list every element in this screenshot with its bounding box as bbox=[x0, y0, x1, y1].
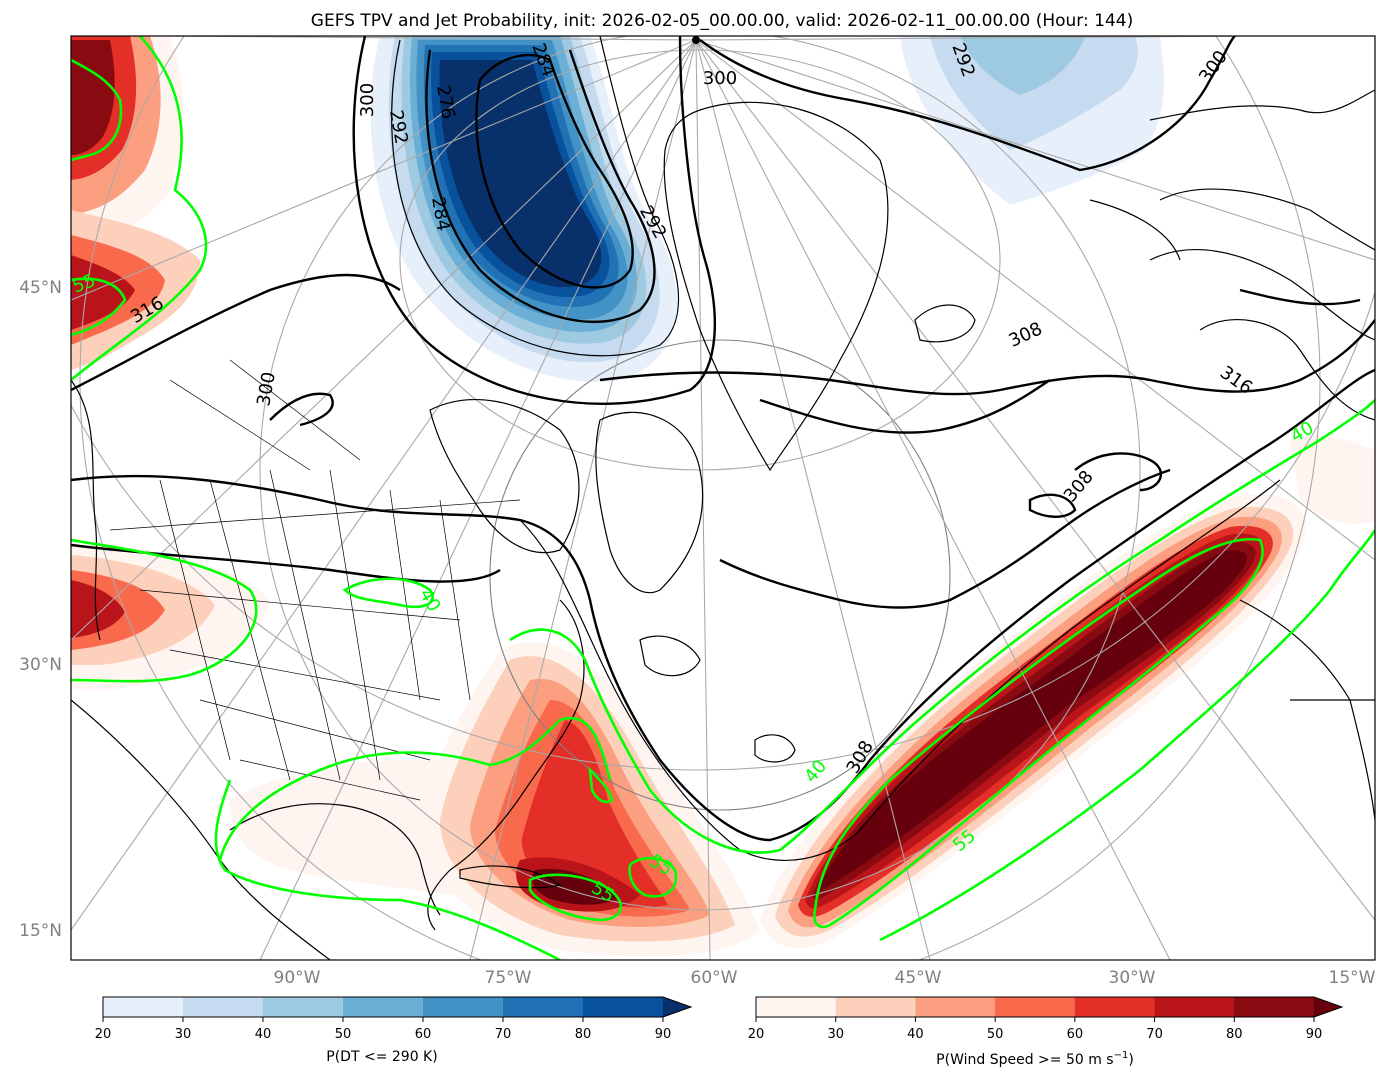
latitude-labels: 45°N 30°N 15°N bbox=[19, 278, 62, 941]
colorbar-jet-label-sup: −1 bbox=[1114, 1050, 1129, 1061]
colorbar-jet-tick-label: 60 bbox=[1067, 1027, 1084, 1042]
colorbar-tpv-swatch bbox=[263, 997, 344, 1017]
map-frame bbox=[70, 35, 1376, 961]
colorbar-jet-tick-label: 50 bbox=[987, 1027, 1004, 1042]
colorbar-jet-label-main: P(Wind Speed >= 50 m s bbox=[936, 1052, 1113, 1068]
lon-label-75w: 75°W bbox=[485, 968, 532, 988]
colorbar-jet-swatch bbox=[915, 997, 996, 1017]
colorbar-jet-label-end: ) bbox=[1128, 1052, 1133, 1068]
colorbar-jet-swatch bbox=[1234, 997, 1315, 1017]
colorbar-jet-frame bbox=[755, 996, 1344, 1018]
colorbar-tpv-tick-label: 80 bbox=[575, 1027, 592, 1042]
colorbar-jet: 20 30 40 50 60 70 80 90 P(Wind Speed >= 50 m s−… bbox=[748, 996, 1344, 1068]
colorbar-jet-swatch bbox=[1074, 997, 1156, 1017]
lat-label-45n: 45°N bbox=[19, 278, 62, 298]
colorbar-tpv-swatch bbox=[503, 997, 584, 1017]
coastlines bbox=[71, 89, 1375, 960]
colorbar-jet-swatch bbox=[995, 997, 1076, 1017]
colorbar-jet-label: P(Wind Speed >= 50 m s−1) bbox=[936, 1050, 1134, 1068]
jet-probability-shading bbox=[71, 36, 1375, 956]
colorbar-tpv-tick-label: 30 bbox=[175, 1027, 192, 1042]
north-pole-marker bbox=[692, 36, 700, 44]
colorbar-tpv-swatch bbox=[183, 997, 264, 1017]
lon-label-15w: 15°W bbox=[1329, 968, 1376, 988]
colorbar-tpv-tick-label: 70 bbox=[495, 1027, 512, 1042]
colorbar-tpv-frame bbox=[102, 996, 693, 1018]
theta-label: 300 bbox=[703, 68, 737, 89]
colorbar-tpv-tick-label: 60 bbox=[415, 1027, 432, 1042]
lat-label-15n: 15°N bbox=[19, 921, 62, 941]
colorbar-tpv-swatch bbox=[343, 997, 424, 1017]
tpv-probability-shading bbox=[370, 36, 1165, 382]
colorbar-tpv-tick-label: 40 bbox=[255, 1027, 272, 1042]
colorbar-jet-tick-label: 40 bbox=[907, 1027, 924, 1042]
colorbar-jet-swatch bbox=[756, 997, 837, 1017]
colorbar-tpv-swatch bbox=[663, 997, 691, 1017]
colorbar-tpv-tick-label: 90 bbox=[655, 1027, 672, 1042]
state-borders bbox=[109, 359, 521, 801]
colorbar-tpv-tick-label: 50 bbox=[335, 1027, 352, 1042]
longitude-labels: 90°W 75°W 60°W 45°W 30°W 15°W bbox=[274, 968, 1376, 988]
colorbar-jet-tick-label: 90 bbox=[1306, 1027, 1323, 1042]
colorbar-tpv-swatch bbox=[423, 997, 504, 1017]
colorbar-jet-tick-label: 20 bbox=[748, 1027, 765, 1042]
lat-label-30n: 30°N bbox=[19, 655, 62, 675]
colorbar-jet-swatch bbox=[835, 997, 916, 1017]
map-content: 300 292 276 284 284 292 300 292 300 316 … bbox=[71, 36, 1375, 960]
theta-contours bbox=[71, 36, 1375, 861]
lon-label-30w: 30°W bbox=[1109, 968, 1156, 988]
colorbar-jet-swatch bbox=[1154, 997, 1235, 1017]
colorbar-tpv-label: P(DT <= 290 K) bbox=[326, 1049, 437, 1065]
lon-label-60w: 60°W bbox=[691, 968, 738, 988]
colorbar-jet-tick-label: 30 bbox=[827, 1027, 844, 1042]
colorbar-tpv-swatch bbox=[583, 997, 664, 1017]
colorbar-tpv-swatch bbox=[103, 997, 184, 1017]
colorbar-jet-tick-label: 80 bbox=[1226, 1027, 1243, 1042]
colorbar-tpv: 20 30 40 50 60 70 80 90 P(DT <= 290 K) bbox=[95, 996, 693, 1065]
lon-label-45w: 45°W bbox=[895, 968, 942, 988]
colorbar-tpv-tick-label: 20 bbox=[95, 1027, 112, 1042]
theta-label: 300 bbox=[357, 83, 378, 117]
map-title: GEFS TPV and Jet Probability, init: 2026… bbox=[311, 11, 1133, 31]
colorbar-jet-swatch bbox=[1314, 997, 1342, 1017]
lon-label-90w: 90°W bbox=[274, 968, 321, 988]
jet-contours bbox=[71, 36, 1375, 960]
colorbar-jet-tick-label: 70 bbox=[1146, 1027, 1163, 1042]
